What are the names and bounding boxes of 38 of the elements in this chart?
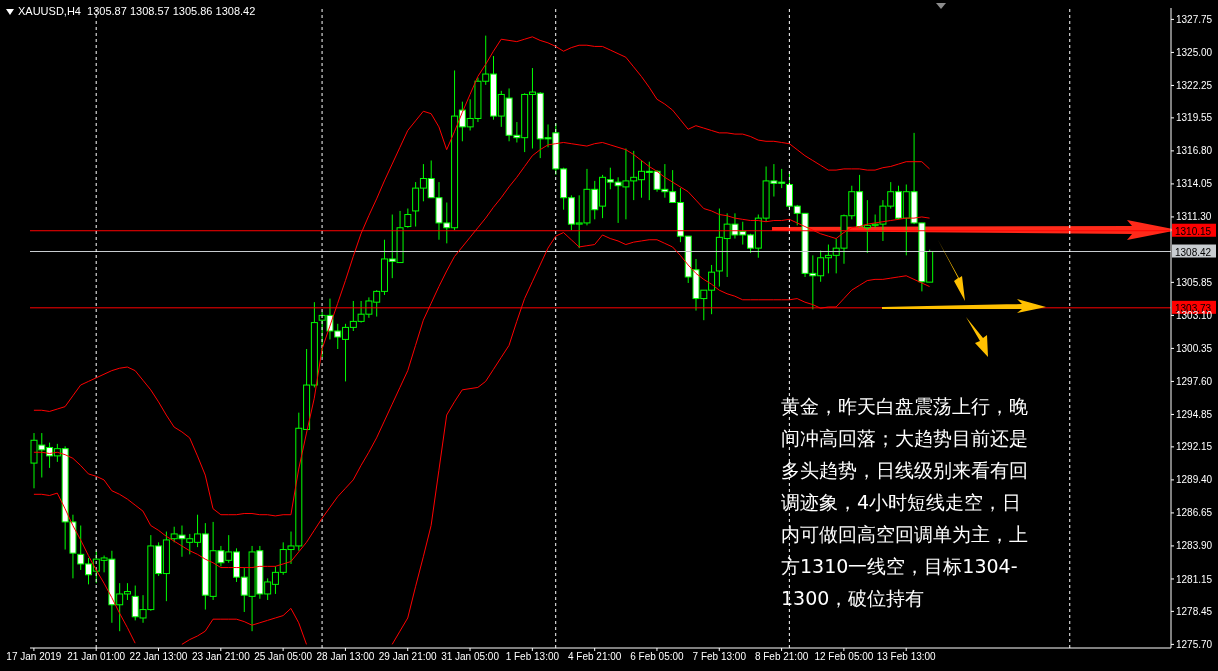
x-tick-label: 1 Feb 13:00 (505, 651, 560, 663)
x-tick-label: 7 Feb 13:00 (692, 651, 747, 663)
y-tick-label: 1325.00 (1176, 46, 1213, 58)
x-tick-label: 28 Jan 13:00 (316, 651, 375, 663)
chart-title: XAUUSD,H4 1305.87 1308.57 1305.86 1308.42 (18, 5, 256, 17)
y-tick-label: 1294.85 (1176, 409, 1213, 420)
y-tick-label: 1292.15 (1176, 441, 1213, 453)
y-tick-label: 1316.80 (1176, 145, 1213, 157)
x-tick-label: 31 Jan 05:00 (441, 651, 500, 663)
x-tick-label: 6 Feb 05:00 (630, 651, 685, 663)
y-tick-label: 1278.45 (1176, 605, 1213, 617)
x-tick-label: 23 Jan 21:00 (191, 651, 251, 663)
x-tick-label: 13 Feb 13:00 (876, 651, 937, 663)
x-tick-label: 21 Jan 01:00 (67, 651, 126, 663)
y-tick-label: 1275.70 (1176, 638, 1213, 650)
y-tick-label: 1319.55 (1176, 112, 1213, 124)
y-tick-label: 1305.85 (1176, 276, 1213, 288)
x-tick-label: 8 Feb 21:00 (754, 651, 809, 663)
y-tick-label: 1314.05 (1176, 178, 1213, 190)
x-tick-label: 4 Feb 21:00 (567, 651, 622, 663)
x-tick-label: 29 Jan 21:00 (378, 651, 438, 663)
annotation: 黄金，昨天白盘震荡上行，晚间冲高回落；大趋势目前还是多头趋势，日线级别来看有回调迹象，4小时短线走空，日内可做回高空回调单为主，上方1310一线空，目标1304-1300，破位持有 (781, 394, 1029, 611)
x-tick-label: 22 Jan 13:00 (129, 651, 188, 663)
y-tick-label: 1286.65 (1176, 507, 1213, 519)
y-tick-label: 1300.35 (1176, 342, 1213, 354)
x-tick-label: 12 Feb 05:00 (814, 651, 874, 663)
x-tick-label: 25 Jan 05:00 (254, 651, 313, 663)
y-tick-label: 1297.60 (1176, 375, 1213, 387)
y-tick-label: 1311.30 (1176, 211, 1212, 223)
y-tick-label: 1289.40 (1176, 474, 1213, 486)
x-tick-label: 17 Jan 2019 (6, 651, 62, 663)
y-tick-label: 1283.90 (1176, 540, 1213, 552)
ref-line-label: 1310.15 (1175, 225, 1212, 237)
y-tick-label: 1322.25 (1176, 80, 1213, 91)
y-tick-label: 1281.15 (1176, 573, 1213, 585)
y-tick-label: 1327.75 (1176, 13, 1213, 25)
candlestick (404, 208, 412, 229)
ref-line-label: 1308.42 (1175, 246, 1212, 258)
